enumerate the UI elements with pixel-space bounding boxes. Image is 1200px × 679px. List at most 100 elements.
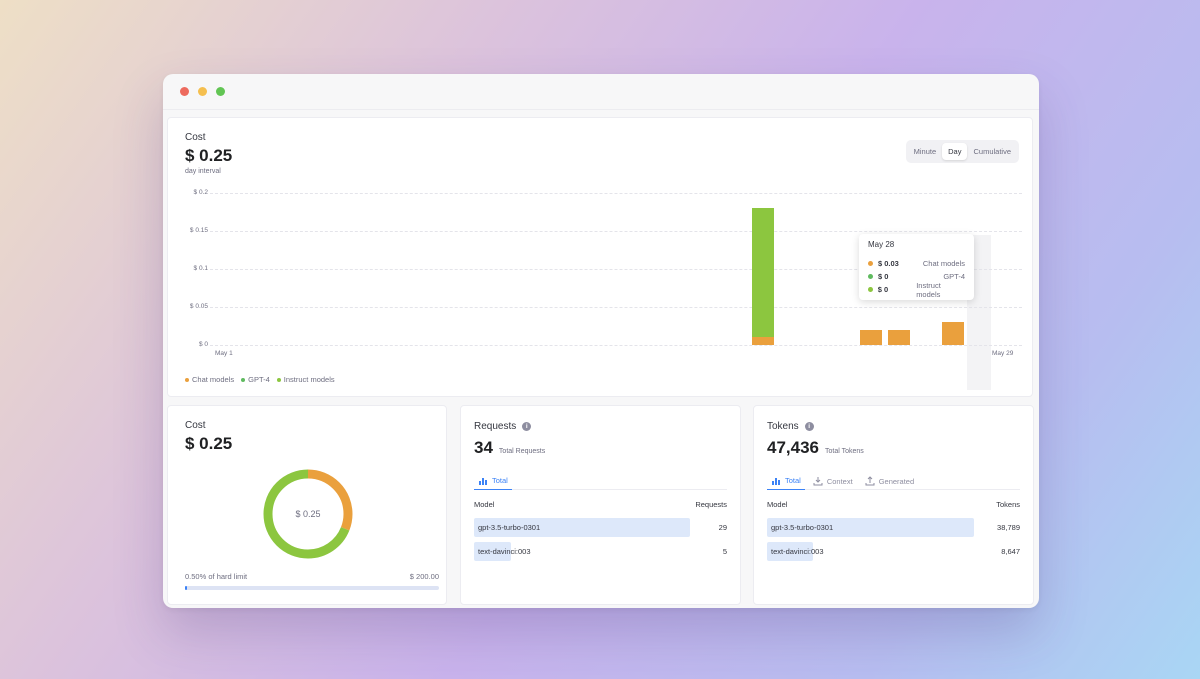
gridline [210,193,1022,194]
table-row[interactable]: text-davinci:003 5 [474,542,727,561]
y-tick-label: $ 0.2 [193,189,208,196]
donut-center-label: $ 0.25 [295,509,321,519]
legend-label: Instruct models [283,375,335,384]
row-value: 38,789 [997,523,1020,532]
cost-bar-chart[interactable]: $ 0.2 $ 0.15 $ 0.1 $ 0.05 $ 0 May 1 May … [168,118,1034,398]
hard-limit-text: 0.50% of hard limit [185,572,248,581]
cost-card-value: $ 0.25 [185,434,233,453]
tokens-title: Tokens [767,421,799,432]
legend-label: GPT-4 [248,375,270,384]
title-bar [163,74,1039,110]
legend-chat-models[interactable]: Chat models [185,375,234,384]
gridline [210,231,1022,232]
app-window: Cost $ 0.25 day interval Minute Day Cumu… [163,74,1039,608]
toggle-day[interactable]: Day [942,143,968,160]
legend-dot [276,377,281,382]
tab-generated[interactable]: Generated [861,472,918,490]
minimize-window-button[interactable] [198,87,207,96]
x-tick-label: May 1 [215,350,233,357]
chart-bar[interactable] [887,329,910,345]
hard-limit-row: 0.50% of hard limit $ 200.00 [185,572,439,581]
tokens-value: 47,436 [767,438,819,457]
row-value: 29 [718,523,727,532]
maximize-window-button[interactable] [216,87,225,96]
hard-limit-progress-fill [185,586,188,590]
tooltip-dot [868,261,873,266]
bar-chart-icon [772,477,780,485]
tab-context[interactable]: Context [809,472,857,490]
legend-gpt4[interactable]: GPT-4 [241,375,270,384]
requests-value-label: Total Requests [498,448,546,455]
cost-donut-chart[interactable] [263,469,353,559]
column-header-requests: Requests [695,500,727,509]
donut-segment[interactable] [263,469,353,559]
info-icon[interactable]: i [522,422,532,431]
y-tick-label: $ 0.05 [189,303,208,310]
info-icon[interactable]: i [804,422,814,431]
bar-chart-icon [479,477,487,485]
column-header-model: Model [767,500,788,509]
y-tick-label: $ 0.1 [193,265,208,272]
tab-label: Generated [878,476,915,486]
requests-card: Requests i 34 Total Requests Total Model… [460,405,741,605]
download-icon [813,477,823,486]
row-model: gpt-3.5-turbo-0301 [478,523,541,532]
requests-tabs: Total [474,472,727,490]
tooltip-row: $ 0 GPT-4 [868,270,965,283]
chart-bar[interactable] [751,208,774,338]
tab-label: Context [826,476,853,486]
requests-table-header: Model Requests [474,500,727,509]
requests-value: 34 [474,438,493,457]
x-tick-label: May 29 [992,350,1014,357]
row-value: 8,647 [1001,547,1020,556]
row-share-bar [474,542,512,561]
cost-chart-card: Cost $ 0.25 day interval Minute Day Cumu… [167,117,1033,397]
chart-bar[interactable] [860,329,883,345]
row-share-bar [474,518,690,537]
cost-card-title: Cost [185,420,206,431]
tab-label: Total [785,476,801,485]
tab-total[interactable]: Total [767,472,805,490]
cost-chart-title: Cost [185,132,206,143]
tooltip-dot [868,274,873,279]
tooltip-row: $ 0.03 Chat models [868,257,965,270]
tooltip-label: Chat models [922,259,965,268]
tooltip-title: May 28 [868,240,895,249]
legend-dot [241,377,246,382]
upload-icon [865,476,875,486]
requests-title: Requests [474,421,517,432]
tooltip-label: Instruct models [916,280,941,299]
row-value: 5 [722,547,727,556]
interval-toggle: Minute Day Cumulative [905,140,1019,163]
y-tick-label: $ 0.15 [189,227,208,234]
cost-summary-card: Cost $ 0.25 $ 0.25 0.50% of hard limit $… [167,405,447,605]
close-window-button[interactable] [180,87,189,96]
toggle-cumulative[interactable]: Cumulative [973,147,1011,156]
tooltip-value: $ 0.03 [878,259,899,268]
table-row[interactable]: gpt-3.5-turbo-0301 29 [474,518,727,537]
row-share-bar [767,518,974,537]
hard-limit-value: $ 200.00 [409,572,439,581]
chart-tooltip: May 28 $ 0.03 Chat models $ 0 GPT-4 $ 0 … [859,234,974,300]
legend-dot [185,377,189,382]
cost-chart-subtitle: day interval [185,168,221,175]
legend-label: Chat models [192,375,235,384]
tooltip-value: $ 0 [878,272,889,281]
tooltip-value: $ 0 [877,285,889,294]
row-model: gpt-3.5-turbo-0301 [771,523,834,532]
tooltip-dot [868,287,873,292]
toggle-minute[interactable]: Minute [913,147,937,156]
table-row[interactable]: text-davinci:003 8,647 [767,542,1020,561]
tooltip-label: GPT-4 [943,272,965,281]
tab-total[interactable]: Total [474,472,512,490]
chart-bar[interactable] [751,337,774,345]
table-row[interactable]: gpt-3.5-turbo-0301 38,789 [767,518,1020,537]
cost-chart-value: $ 0.25 [185,146,233,165]
gridline [210,269,1022,270]
tokens-tabs: Total Context Generated [767,472,1020,490]
column-header-tokens: Tokens [996,500,1020,509]
tokens-value-label: Total Tokens [825,448,864,455]
legend-instruct-models[interactable]: Instruct models [276,375,335,384]
y-tick-label: $ 0 [198,341,208,348]
chart-bar[interactable] [941,322,964,345]
